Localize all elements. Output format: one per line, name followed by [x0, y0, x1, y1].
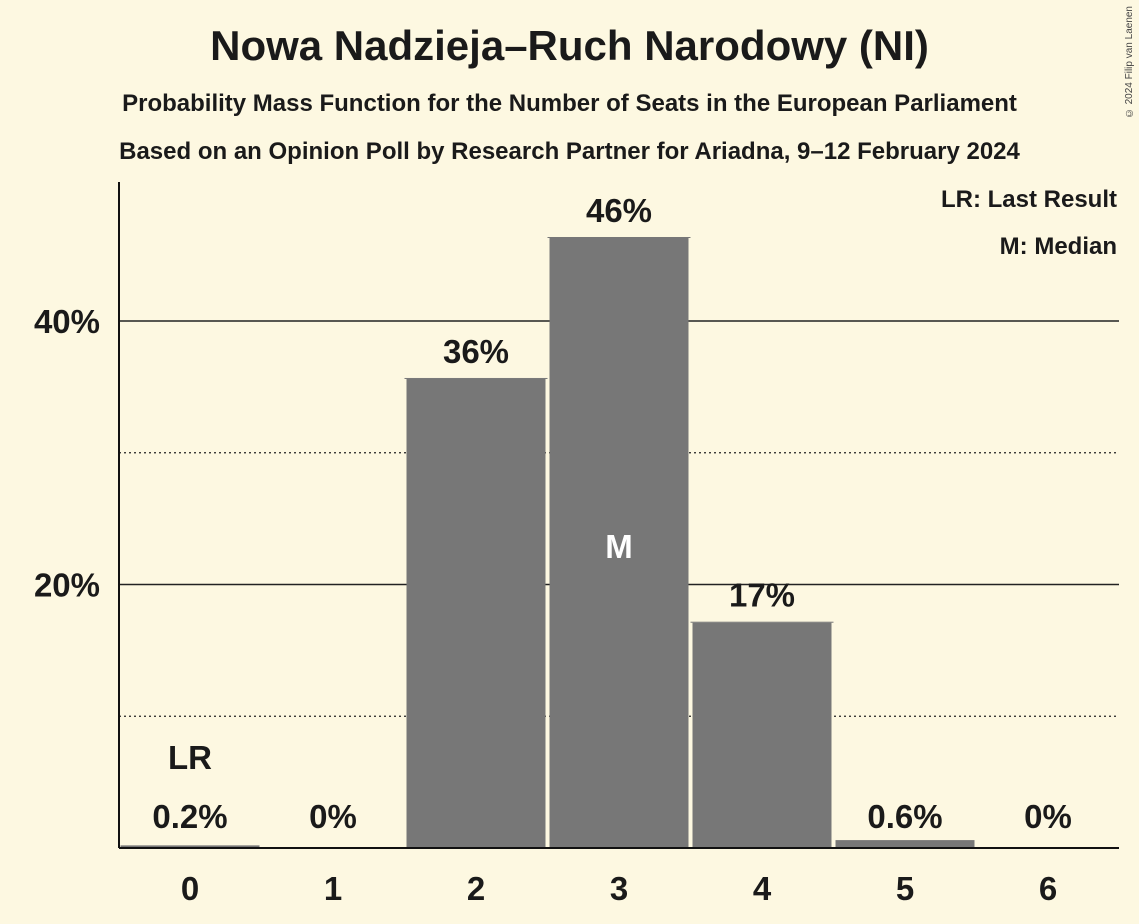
x-tick-label: 6 — [1039, 870, 1057, 907]
data-label: 0.2% — [152, 798, 227, 835]
bar-edge — [690, 621, 834, 623]
legend-last-result: LR: Last Result — [940, 186, 1117, 213]
y-tick-label: 40% — [34, 303, 100, 340]
chart-title: Nowa Nadzieja–Ruch Narodowy (NI) — [210, 22, 929, 69]
data-label: 0% — [309, 798, 357, 835]
data-label: 36% — [443, 333, 509, 370]
legend-median: M: Median — [999, 233, 1117, 260]
data-label: 17% — [729, 577, 795, 614]
bar — [835, 840, 975, 848]
median-marker: M — [605, 528, 633, 565]
x-tick-label: 5 — [896, 870, 914, 907]
bar — [406, 378, 546, 848]
x-tick-label: 1 — [324, 870, 342, 907]
x-tick-label: 2 — [467, 870, 485, 907]
bar — [692, 622, 832, 848]
data-label: 0.6% — [867, 798, 942, 835]
bar — [120, 845, 260, 848]
last-result-marker: LR — [168, 739, 212, 776]
chart-source: Based on an Opinion Poll by Research Par… — [119, 138, 1020, 165]
x-tick-label: 0 — [181, 870, 199, 907]
x-tick-label: 4 — [753, 870, 772, 907]
bar — [549, 237, 689, 848]
bar-edge — [404, 377, 548, 379]
data-label: 0% — [1024, 798, 1072, 835]
chart-subtitle: Probability Mass Function for the Number… — [122, 90, 1017, 117]
data-label: 46% — [586, 192, 652, 229]
x-tick-label: 3 — [610, 870, 628, 907]
y-tick-label: 20% — [34, 567, 100, 604]
bar-edge — [547, 236, 691, 238]
